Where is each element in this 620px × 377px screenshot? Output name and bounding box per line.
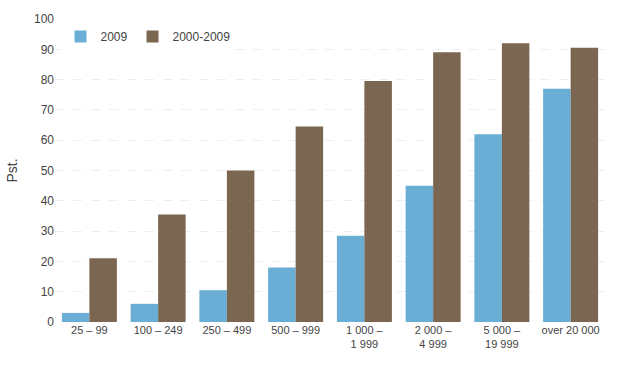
svg-text:2000-2009: 2000-2009 — [173, 30, 231, 44]
svg-text:2009: 2009 — [101, 30, 128, 44]
svg-text:60: 60 — [41, 133, 55, 147]
svg-text:over 20 000: over 20 000 — [542, 324, 600, 336]
svg-text:50: 50 — [41, 164, 55, 178]
svg-text:100 – 249: 100 – 249 — [134, 324, 183, 336]
svg-text:1 000 –1 999: 1 000 –1 999 — [346, 324, 384, 350]
svg-text:100: 100 — [34, 12, 54, 26]
svg-text:0: 0 — [47, 315, 54, 329]
svg-text:25 – 99: 25 – 99 — [71, 324, 108, 336]
svg-text:70: 70 — [41, 103, 55, 117]
svg-text:Pst.: Pst. — [4, 158, 20, 182]
svg-text:5 000 –19 999: 5 000 –19 999 — [484, 324, 522, 350]
svg-text:90: 90 — [41, 43, 55, 57]
svg-text:20: 20 — [41, 255, 55, 269]
svg-text:10: 10 — [41, 285, 55, 299]
svg-text:30: 30 — [41, 224, 55, 238]
svg-text:500 – 999: 500 – 999 — [271, 324, 320, 336]
svg-text:2 000 –4 999: 2 000 –4 999 — [415, 324, 453, 350]
svg-text:250 – 499: 250 – 499 — [202, 324, 251, 336]
svg-text:40: 40 — [41, 194, 55, 208]
svg-text:80: 80 — [41, 73, 55, 87]
